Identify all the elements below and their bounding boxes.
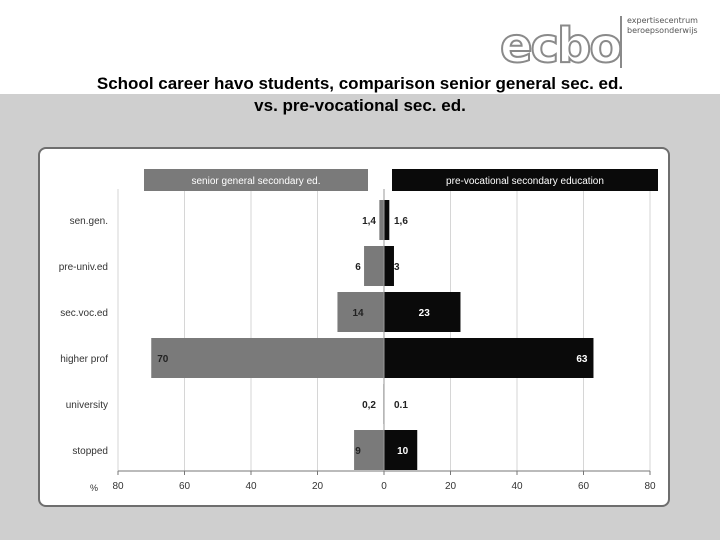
x-tick-label: 20 xyxy=(445,481,457,492)
bar-right-value: 3 xyxy=(394,262,400,273)
bar-left xyxy=(151,338,384,378)
slide-title: School career havo students, comparison … xyxy=(40,73,680,117)
bar-left-value: 6 xyxy=(355,262,361,273)
bar-left-value: 1,4 xyxy=(362,216,376,227)
x-tick-label: 20 xyxy=(312,481,324,492)
bar-right-value: 1,6 xyxy=(394,216,408,227)
x-tick-label: 40 xyxy=(245,481,257,492)
title-line-1: School career havo students, comparison … xyxy=(96,74,624,93)
x-tick-label: 60 xyxy=(578,481,590,492)
category-label: higher prof xyxy=(60,354,108,365)
legend-left-swatch xyxy=(144,169,368,191)
category-label: sec.voc.ed xyxy=(60,308,108,319)
bar-left xyxy=(354,430,384,470)
x-tick-label: 80 xyxy=(644,481,656,492)
logo-divider xyxy=(620,16,622,68)
ecbo-logo: ecbo expertisecentrum beroepsonderwijs xyxy=(499,14,710,74)
bar-left-value: 70 xyxy=(157,354,169,365)
bar-left-value: 9 xyxy=(355,446,361,457)
bar-right xyxy=(384,292,461,332)
bar-left-value: 14 xyxy=(352,308,364,319)
bar-left xyxy=(379,200,384,240)
category-label: stopped xyxy=(72,446,108,457)
x-tick-label: 0 xyxy=(381,481,387,492)
bar-right-value: 10 xyxy=(397,446,409,457)
bar-left xyxy=(364,246,384,286)
bar-right xyxy=(384,246,394,286)
x-tick-label: 60 xyxy=(179,481,191,492)
title-line-2: vs. pre-vocational sec. ed. xyxy=(254,96,466,115)
logo-line-2: beroepsonderwijs xyxy=(627,26,698,35)
x-unit-label: % xyxy=(90,483,98,493)
chart-panel: 80 60 40 20 0 20 40 60 80% senior general seconda… xyxy=(38,147,670,507)
bar-left xyxy=(337,292,384,332)
category-label: sen.gen. xyxy=(70,216,108,227)
bar-left-value: 0,2 xyxy=(362,400,376,411)
bar-right-value: 23 xyxy=(419,308,431,319)
bar-right xyxy=(384,338,594,378)
bar-right xyxy=(384,430,418,470)
bar-right-value: 63 xyxy=(576,354,588,365)
x-tick-label: 80 xyxy=(112,481,124,492)
butterfly-bar-chart: 80 60 40 20 0 20 40 60 80% senior general seconda… xyxy=(59,169,658,493)
legend-left-label: senior general secondary ed. xyxy=(192,176,321,187)
x-tick-label: 40 xyxy=(511,481,523,492)
logo-wordmark: ecbo xyxy=(499,18,623,74)
legend-right-swatch xyxy=(392,169,658,191)
logo-line-1: expertisecentrum xyxy=(627,16,698,25)
category-label: university xyxy=(66,400,108,411)
bar-right-value: 0.1 xyxy=(394,400,408,411)
legend-right-label: pre-vocational secondary education xyxy=(446,176,604,187)
bar-right xyxy=(384,200,390,240)
category-label: pre-univ.ed xyxy=(59,262,108,273)
